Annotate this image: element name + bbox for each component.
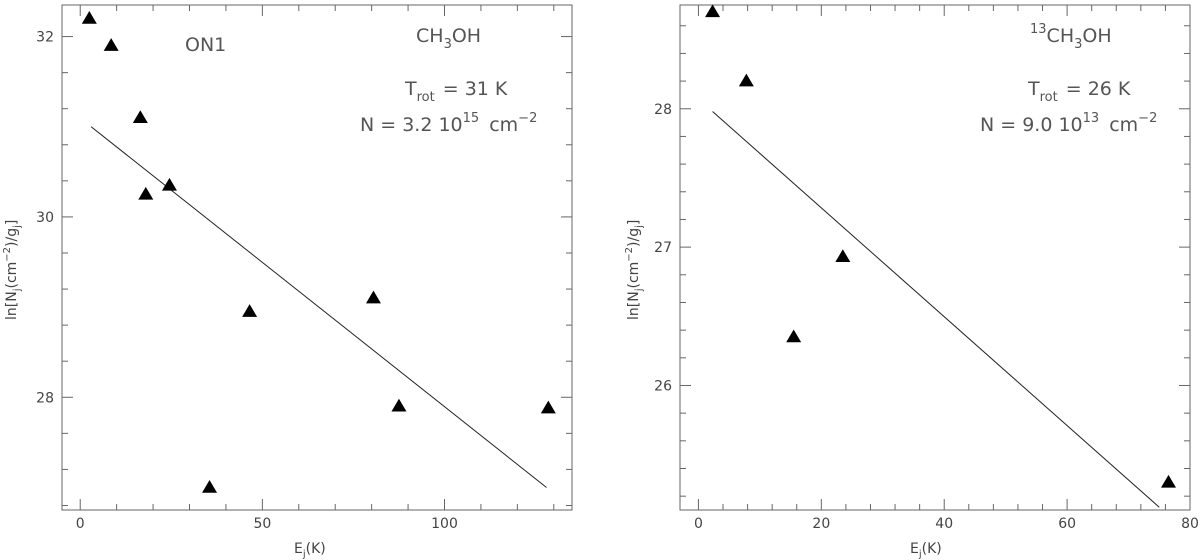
- column-density: N = 9.0 1013 cm−2: [980, 111, 1157, 136]
- data-point-triangle: [835, 249, 851, 263]
- molecule-label: 13CH3OH: [1030, 22, 1112, 52]
- plot-frame: [61, 4, 573, 511]
- data-point-triangle: [132, 110, 148, 123]
- axis-ticks: [62, 5, 572, 510]
- x-tick-label: 50: [253, 516, 271, 532]
- y-tick-label: 28: [654, 102, 672, 118]
- source-label: ON1: [185, 34, 226, 56]
- y-tick-label: 26: [654, 378, 672, 394]
- rotation-temperature: Trot = 26 K: [1027, 78, 1131, 105]
- data-point-triangle: [81, 11, 97, 24]
- x-tick-label: 40: [935, 516, 953, 532]
- x-tick-label: 80: [1181, 516, 1199, 532]
- molecule-label: CH3OH: [416, 25, 481, 52]
- data-point-triangle: [138, 186, 154, 200]
- data-point-triangle: [705, 4, 721, 18]
- y-axis-label: ln[Nj(cm−2)/gj]: [624, 220, 645, 320]
- fit-line: [90, 126, 547, 488]
- y-tick-label: 32: [36, 30, 54, 46]
- data-point-triangle: [103, 38, 119, 51]
- data-point-triangle: [391, 398, 407, 412]
- fit-line: [712, 111, 1160, 508]
- x-tick-label: 100: [431, 516, 458, 532]
- y-tick-label: 28: [36, 390, 54, 406]
- data-point-triangle: [161, 177, 177, 191]
- data-point-triangle: [202, 479, 218, 493]
- x-tick-label: 60: [1058, 516, 1076, 532]
- column-density: N = 3.2 1015 cm−2: [360, 111, 537, 136]
- rotation-temperature: Trot = 31 K: [404, 78, 508, 105]
- data-point-triangle: [786, 329, 802, 343]
- y-axis-label: ln[Nj(cm−2)/gj]: [2, 220, 23, 320]
- tick-labels: 0 50 100 28 30 32: [36, 30, 458, 532]
- tick-labels: 0 20 40 60 80 26 27 28: [654, 102, 1199, 532]
- panel-ch3oh: 0 50 100 28 30 32 ON1 CH3OH Trot = 31 K N = 3.…: [2, 4, 573, 560]
- x-tick-label: 20: [812, 516, 830, 532]
- y-tick-label: 30: [36, 210, 54, 226]
- plot-frame: [679, 4, 1191, 511]
- data-point-triangle: [540, 400, 556, 414]
- data-point-triangle: [242, 304, 258, 317]
- axis-ticks: [680, 5, 1191, 510]
- x-tick-label: 0: [76, 516, 85, 532]
- x-axis-label: Ej(K): [910, 541, 942, 560]
- x-tick-label: 0: [694, 516, 703, 532]
- data-point-triangle: [738, 73, 754, 87]
- data-point-triangle: [1160, 474, 1176, 488]
- data-point-triangle: [365, 290, 381, 304]
- x-axis-label: Ej(K): [294, 541, 326, 560]
- data-points: [81, 11, 556, 493]
- data-points: [705, 4, 1176, 488]
- panel-13ch3oh: 0 20 40 60 80 26 27 28 13CH3OH Trot = 26 K N = 9…: [624, 4, 1199, 560]
- y-tick-label: 27: [654, 240, 672, 256]
